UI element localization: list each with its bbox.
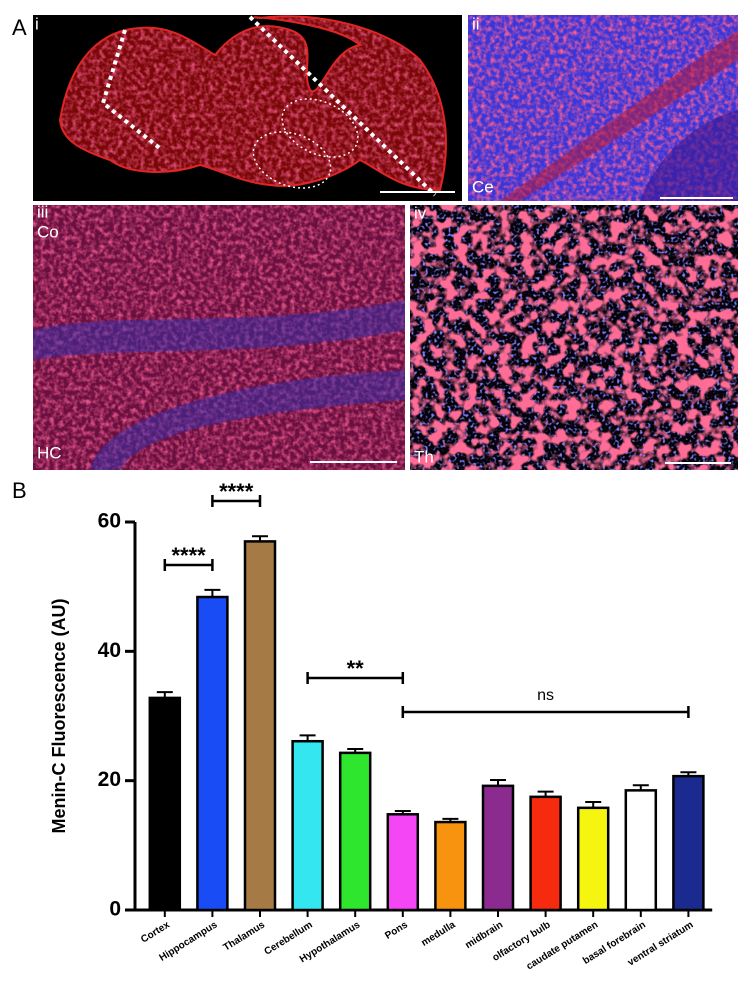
bar (196, 595, 229, 912)
subpanel-label: iii (37, 202, 48, 221)
x-tick-label: medulla (420, 919, 458, 949)
bar (386, 813, 420, 912)
panel-a-i (33, 15, 462, 201)
y-tick-label: 20 (98, 768, 121, 791)
significance-label: ** (347, 656, 365, 681)
panel-a-iv (410, 205, 738, 470)
bar (576, 806, 610, 912)
y-tick-label: 0 (109, 898, 121, 921)
y-tick-label: 60 (98, 510, 121, 533)
significance-label: ns (537, 687, 554, 704)
significance-label: **** (171, 543, 206, 568)
x-tick-label: Thalamus (222, 919, 268, 953)
bar (672, 774, 705, 912)
panel-a-iii (33, 205, 405, 470)
panel-label: A (12, 15, 27, 40)
panel-a-ii (468, 15, 738, 201)
x-tick-label: Pons (383, 919, 410, 942)
bar (291, 739, 324, 912)
subpanel-label: iv (414, 203, 427, 222)
region-label: Ce (472, 177, 494, 196)
subpanel-label: ii (472, 14, 480, 33)
y-axis-label: Menin-C Fluorescence (AU) (49, 598, 69, 833)
subpanel-label: i (35, 14, 39, 33)
region-label: Co (37, 222, 59, 241)
x-tick-label: midbrain (463, 919, 505, 951)
significance-label: **** (219, 479, 254, 504)
region-label: HC (37, 443, 62, 462)
panel-label: B (12, 478, 27, 503)
bar (243, 540, 277, 912)
bar (338, 751, 372, 912)
bar (481, 784, 515, 912)
y-tick-label: 40 (98, 639, 121, 662)
bar (624, 789, 658, 912)
bar (148, 696, 182, 912)
x-tick-label: Cortex (139, 919, 172, 945)
bar (434, 820, 467, 912)
bar (529, 795, 562, 912)
region-label: Th (414, 447, 434, 466)
